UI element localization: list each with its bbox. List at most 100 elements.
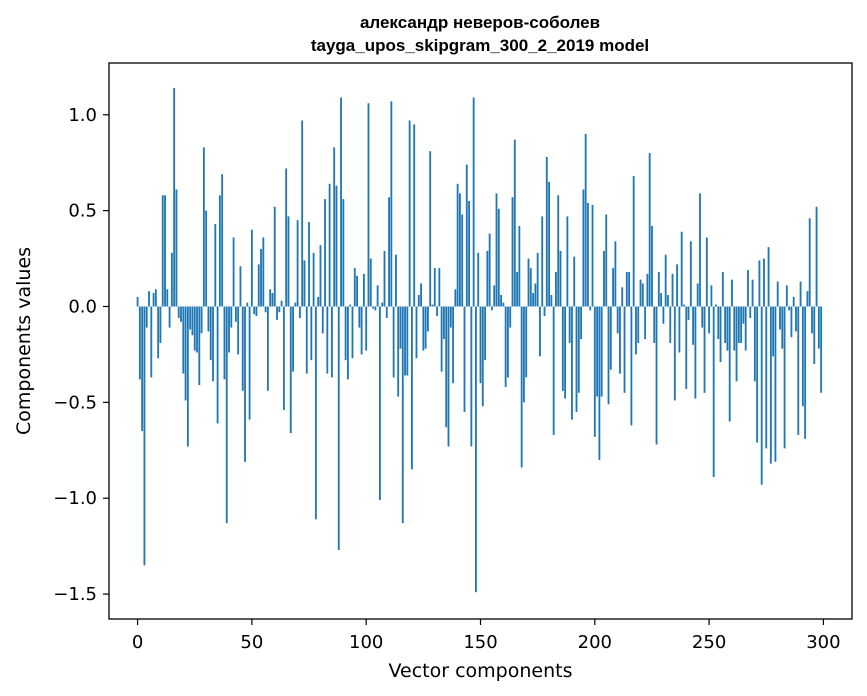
bar (456, 183, 459, 307)
bar (138, 306, 141, 380)
bar (676, 264, 679, 307)
bar (555, 271, 557, 307)
bar (790, 306, 793, 338)
bar (175, 189, 178, 307)
bar (369, 258, 372, 307)
bar (600, 306, 603, 397)
bar (324, 199, 326, 307)
bar (740, 306, 743, 343)
bar (801, 306, 804, 407)
bar (596, 306, 599, 397)
bar (628, 271, 631, 307)
bar (145, 306, 148, 328)
bar (795, 306, 797, 332)
bar (673, 306, 676, 401)
plot-frame (108, 62, 853, 620)
bar (664, 254, 667, 307)
bar (539, 306, 541, 357)
bar (276, 306, 278, 320)
bar (785, 285, 788, 307)
bar (349, 304, 352, 307)
bar (543, 306, 546, 317)
bar (527, 258, 530, 307)
bar (815, 206, 818, 307)
bar (180, 306, 182, 322)
bar (191, 306, 194, 336)
y-tick-label: −1.5 (53, 584, 97, 605)
bar (374, 306, 377, 311)
bar (264, 306, 267, 313)
bar (598, 306, 601, 460)
bar (548, 181, 550, 307)
bar (518, 225, 521, 307)
bar (260, 248, 262, 307)
y-tick-label: 0.0 (68, 296, 97, 317)
bar (772, 306, 775, 357)
bar (372, 306, 374, 309)
bar (737, 306, 740, 343)
bar (308, 222, 310, 307)
bar (189, 306, 192, 330)
bar (534, 283, 537, 307)
bar (504, 306, 507, 388)
bar (417, 294, 420, 307)
bar (584, 133, 587, 307)
bar (511, 197, 514, 307)
bar (564, 306, 566, 399)
bar (246, 302, 249, 307)
bar (756, 306, 759, 443)
bar (808, 218, 811, 307)
bar (747, 270, 749, 307)
bar (198, 306, 201, 386)
bar (221, 174, 224, 307)
bar (443, 306, 445, 340)
bar (427, 306, 429, 332)
bar (447, 306, 450, 447)
bar (440, 306, 443, 372)
bar (566, 216, 569, 307)
bar (388, 197, 390, 307)
bar (362, 273, 365, 307)
bar (406, 306, 409, 376)
bar (404, 306, 406, 376)
bar (266, 306, 269, 391)
bar (580, 306, 583, 340)
bar (228, 306, 230, 353)
bar (806, 291, 809, 307)
bar (724, 306, 727, 343)
bar (491, 306, 493, 311)
bar (609, 306, 612, 370)
bar (559, 250, 562, 307)
ticks-group: 0 50 100 150 200 250 300 −1.5 −1.0 −0.5 0.0 0.5 1.0 (53, 105, 840, 653)
bar (495, 193, 498, 307)
bar (582, 189, 585, 307)
bar (317, 296, 320, 307)
bar (424, 306, 427, 349)
bar (173, 87, 176, 307)
bar (669, 306, 672, 343)
bar (587, 202, 589, 307)
bar (641, 283, 644, 307)
bar (445, 306, 448, 428)
bar (657, 271, 660, 307)
bar (289, 306, 292, 434)
bar (774, 306, 777, 462)
bar (303, 260, 306, 307)
bar (648, 153, 651, 307)
bar (321, 306, 324, 334)
bars-group (136, 87, 823, 593)
bar (781, 306, 784, 349)
bar (287, 216, 290, 307)
bar (351, 306, 354, 359)
bar (250, 229, 253, 307)
bar (683, 304, 685, 307)
bar (365, 306, 368, 351)
bar (401, 306, 404, 524)
bar (701, 306, 704, 328)
bar (479, 306, 482, 384)
bar (319, 245, 322, 307)
bar (545, 156, 548, 307)
bar (166, 289, 169, 307)
bar (170, 252, 173, 307)
bar (692, 306, 695, 345)
